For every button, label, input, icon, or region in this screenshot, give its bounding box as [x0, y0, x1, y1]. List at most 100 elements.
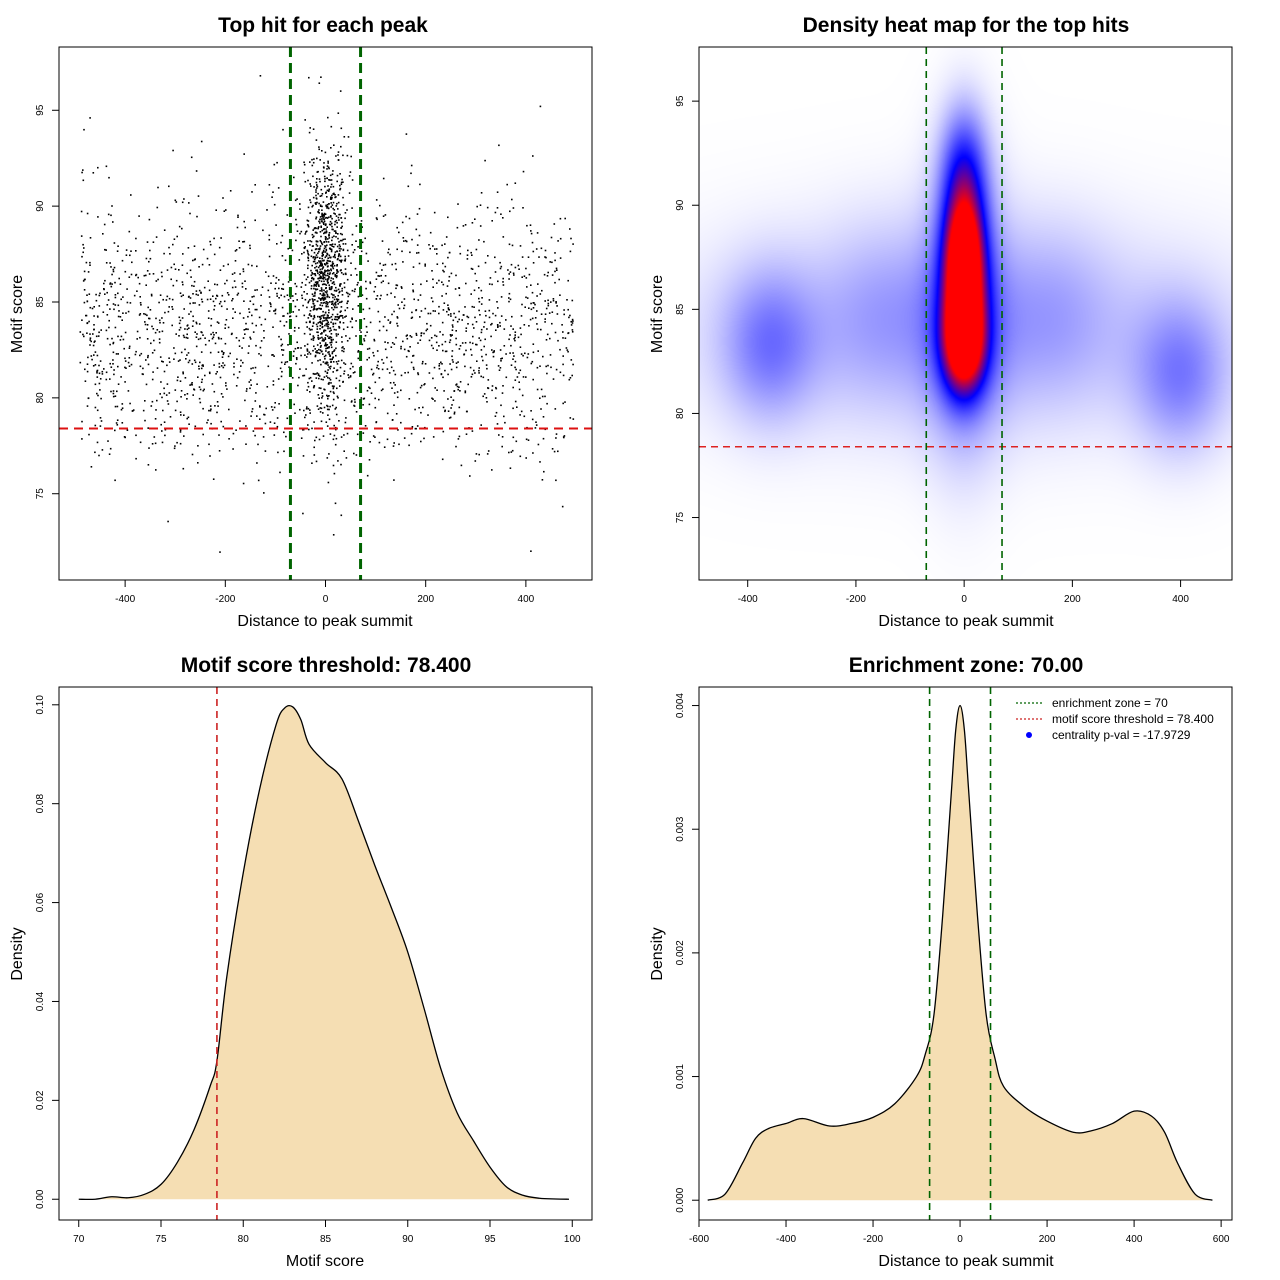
scatter-point: [168, 297, 171, 300]
scatter-point: [241, 286, 244, 288]
scatter-point: [267, 289, 270, 292]
scatter-point: [179, 431, 182, 433]
scatter-point: [198, 304, 201, 306]
scatter-point: [188, 327, 190, 329]
scatter-point: [211, 383, 214, 385]
scatter-point: [124, 357, 126, 360]
scatter-point: [100, 397, 102, 400]
scatter-point: [83, 247, 85, 249]
scatter-point: [419, 294, 422, 296]
scatter-point: [180, 295, 183, 298]
scatter-point: [369, 321, 372, 324]
scatter-point: [475, 453, 478, 455]
scatter-point: [181, 281, 184, 283]
scatter-point: [281, 349, 283, 351]
score-density-y-tick-label: 0.04: [35, 991, 46, 1011]
scatter-point: [318, 279, 321, 282]
scatter-point: [326, 260, 329, 262]
scatter-point: [393, 392, 396, 394]
scatter-point: [403, 437, 406, 439]
scatter-point: [216, 283, 219, 286]
scatter-point: [434, 248, 436, 250]
scatter-point: [178, 225, 181, 228]
scatter-point: [493, 351, 495, 353]
scatter-point: [327, 383, 330, 385]
scatter-point: [309, 212, 312, 214]
scatter-point: [571, 299, 574, 302]
scatter-point: [343, 348, 345, 350]
scatter-point: [311, 293, 314, 295]
scatter-point: [453, 390, 455, 392]
scatter-point: [318, 209, 320, 211]
scatter-point: [316, 269, 318, 271]
scatter-point: [569, 377, 572, 379]
scatter-point: [372, 373, 374, 376]
scatter-point: [335, 335, 338, 337]
scatter-point: [303, 374, 306, 377]
scatter-point: [344, 255, 346, 258]
scatter-point: [216, 294, 218, 297]
scatter-point: [318, 307, 320, 310]
scatter-point: [325, 261, 328, 264]
scatter-point: [316, 232, 318, 234]
scatter-point: [494, 211, 497, 214]
scatter-point: [218, 246, 221, 249]
scatter-point: [212, 336, 215, 338]
scatter-point: [171, 308, 174, 310]
scatter-point: [490, 323, 492, 326]
scatter-point: [481, 355, 483, 358]
scatter-point: [446, 285, 449, 287]
scatter-point: [124, 381, 126, 383]
scatter-point: [395, 287, 397, 290]
scatter-point: [322, 267, 324, 269]
scatter-point: [174, 268, 177, 270]
scatter-point: [502, 284, 505, 286]
scatter-point: [295, 239, 297, 242]
scatter-point: [282, 315, 284, 317]
scatter-point: [309, 313, 311, 315]
distance-density-y-tick-label: 0.002: [675, 940, 686, 965]
scatter-point: [482, 395, 484, 398]
scatter-point: [421, 362, 424, 365]
scatter-point: [451, 350, 454, 352]
scatter-point: [325, 319, 327, 321]
scatter-point: [478, 301, 481, 303]
scatter-point: [492, 355, 495, 358]
scatter-point: [305, 368, 307, 370]
scatter-point: [431, 270, 433, 272]
scatter-point: [384, 263, 387, 266]
scatter-point: [401, 221, 404, 224]
scatter-point: [203, 388, 205, 391]
scatter-point: [180, 390, 183, 392]
scatter-point: [333, 192, 335, 195]
scatter-point: [328, 232, 331, 234]
scatter-point: [556, 269, 558, 271]
scatter-point: [335, 286, 337, 289]
scatter-point: [184, 377, 187, 379]
scatter-point: [518, 381, 520, 383]
scatter-point: [332, 201, 335, 204]
scatter-point: [536, 232, 539, 234]
scatter-point: [331, 300, 334, 303]
scatter-point: [325, 262, 328, 265]
scatter-point: [432, 436, 435, 438]
scatter-point: [486, 206, 489, 209]
scatter-point: [295, 315, 298, 318]
scatter-point: [514, 331, 517, 333]
scatter-point: [327, 327, 329, 330]
score-density-y-tick-label: 0.00: [35, 1189, 46, 1209]
scatter-point: [327, 323, 330, 326]
scatter-point: [279, 471, 281, 474]
scatter-point: [401, 250, 403, 253]
scatter-point: [234, 250, 237, 252]
scatter-point: [355, 411, 358, 413]
scatter-point: [202, 365, 204, 367]
scatter-point: [491, 322, 493, 325]
scatter-point: [325, 375, 328, 377]
scatter-point: [559, 294, 561, 296]
scatter-y-tick-label: 90: [35, 200, 46, 212]
scatter-point: [328, 260, 330, 262]
scatter-point: [112, 268, 115, 271]
scatter-point: [236, 226, 239, 229]
scatter-point: [148, 317, 151, 320]
